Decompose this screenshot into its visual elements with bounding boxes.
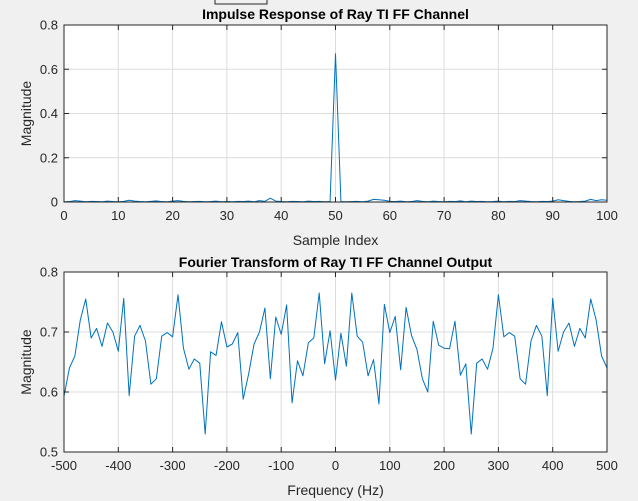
y-tick-label: 0.8: [40, 18, 58, 33]
fourier-magnitude-line: [63, 292, 608, 435]
toolbar-tab[interactable]: [214, 0, 268, 5]
chart-title: Impulse Response of Ray TI FF Channel: [202, 6, 469, 22]
x-tick-label: 80: [491, 208, 505, 223]
x-tick-label: 30: [220, 208, 234, 223]
x-tick-label: 200: [433, 458, 455, 473]
ticks: 0 10 20 30 40 50 60 70 80 90 100 0 0.2 0.4 0.6 0.8: [40, 18, 618, 224]
x-tick-label: 500: [596, 458, 618, 473]
x-tick-label: 0: [332, 458, 339, 473]
y-axis-label: Magnitude: [18, 81, 34, 147]
impulse-response-line: [63, 53, 608, 203]
x-tick-label: 70: [437, 208, 451, 223]
y-axis-label: Magnitude: [18, 329, 34, 395]
y-tick-label: 0.7: [40, 325, 58, 340]
x-tick-label: 100: [596, 208, 618, 223]
y-tick-label: 0.2: [40, 150, 58, 165]
x-tick-label: 50: [328, 208, 342, 223]
y-tick-label: 0.5: [40, 445, 58, 460]
y-tick-label: 0: [51, 195, 58, 210]
x-tick-label: 90: [545, 208, 559, 223]
y-tick-label: 0.8: [40, 265, 58, 280]
x-tick-label: 40: [274, 208, 288, 223]
ticks: -500 -400 -300 -200 -100 0 100 200 300 400 500 0.5 0…: [40, 265, 618, 474]
x-tick-label: -100: [268, 458, 294, 473]
x-tick-label: 100: [379, 458, 401, 473]
fourier-transform-axes: -500 -400 -300 -200 -100 0 100 200 300 400 500 0.5 0…: [18, 254, 618, 498]
x-tick-label: 20: [165, 208, 179, 223]
x-axis-label: Sample Index: [293, 232, 379, 248]
y-tick-label: 0.4: [40, 106, 58, 121]
x-tick-label: -400: [105, 458, 131, 473]
x-tick-label: 10: [111, 208, 125, 223]
y-tick-label: 0.6: [40, 62, 58, 77]
x-tick-label: -300: [160, 458, 186, 473]
x-tick-label: 0: [60, 208, 67, 223]
x-tick-label: -500: [51, 458, 77, 473]
x-tick-label: -200: [214, 458, 240, 473]
chart-title: Fourier Transform of Ray TI FF Channel O…: [179, 254, 493, 270]
x-tick-label: 60: [383, 208, 397, 223]
x-tick-label: 400: [542, 458, 564, 473]
y-tick-label: 0.6: [40, 385, 58, 400]
impulse-response-axes: 0 10 20 30 40 50 60 70 80 90 100 0 0.2 0.4 0.6 0.8 Impu…: [18, 6, 618, 248]
x-tick-label: 300: [488, 458, 510, 473]
x-axis-label: Frequency (Hz): [287, 482, 383, 498]
